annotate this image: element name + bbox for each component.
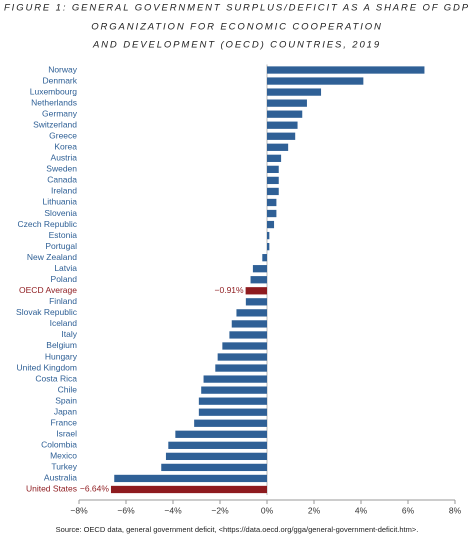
category-label: Spain	[55, 395, 77, 405]
bar	[203, 375, 267, 383]
bar	[267, 176, 279, 185]
category-label: Germany	[42, 108, 78, 118]
bar	[231, 320, 267, 328]
bar	[217, 353, 267, 361]
bar	[245, 287, 267, 295]
source-note: Source: OECD data, general government de…	[56, 525, 419, 534]
bar	[194, 419, 267, 427]
bar	[267, 66, 425, 74]
category-label: Poland	[51, 274, 78, 284]
category-label: Australia	[44, 473, 77, 483]
category-label: Ireland	[51, 186, 77, 196]
bar	[267, 187, 279, 196]
bar	[267, 231, 270, 240]
category-label: New Zealand	[27, 252, 77, 262]
bar	[110, 485, 268, 494]
bar	[267, 209, 277, 218]
bar	[236, 309, 267, 317]
category-label: Italy	[61, 329, 77, 339]
bar	[250, 276, 267, 284]
category-label: Lithuania	[42, 197, 77, 207]
category-label: Israel	[56, 429, 77, 439]
category-label: United Kingdom	[17, 362, 77, 372]
category-label: United States	[26, 484, 77, 494]
bar	[267, 132, 296, 140]
category-label: Netherlands	[31, 97, 77, 107]
category-label: OECD Average	[19, 285, 77, 295]
chart-title: AND DEVELOPMENT (OECD) COUNTRIES, 2019	[92, 40, 381, 51]
bar	[161, 463, 267, 472]
category-label: Iceland	[50, 318, 78, 328]
category-label: Norway	[48, 64, 78, 74]
category-label: Costa Rica	[35, 373, 77, 383]
bar	[267, 242, 270, 251]
bar	[165, 452, 267, 461]
category-label: Estonia	[49, 230, 78, 240]
category-label: Belgium	[46, 340, 77, 350]
value-label: −0.91%	[215, 285, 245, 295]
category-label: Switzerland	[33, 119, 77, 129]
category-label: France	[51, 418, 78, 428]
bar	[222, 342, 267, 350]
bar	[198, 408, 267, 416]
category-label: Hungary	[45, 351, 78, 361]
bar	[267, 121, 298, 129]
category-label: Luxembourg	[30, 86, 78, 96]
bar	[201, 386, 267, 394]
bar	[215, 364, 267, 372]
bar	[252, 265, 267, 273]
category-label: Greece	[49, 131, 77, 141]
bar	[267, 88, 322, 96]
x-tick-label: 8%	[449, 505, 462, 515]
category-label: Turkey	[51, 462, 77, 472]
category-label: Latvia	[54, 263, 77, 273]
bar	[267, 165, 279, 174]
category-label: Finland	[49, 296, 77, 306]
x-tick-label: −6%	[117, 505, 135, 515]
category-label: Korea	[54, 142, 77, 152]
bar	[114, 474, 267, 483]
category-label: Portugal	[45, 241, 77, 251]
bar	[229, 331, 267, 339]
x-tick-label: 6%	[402, 505, 415, 515]
bar	[267, 77, 364, 85]
chart-title: FIGURE 1: GENERAL GOVERNMENT SURPLUS/DEF…	[4, 3, 470, 14]
category-label: Sweden	[46, 164, 77, 174]
value-label: −6.64%	[80, 484, 110, 494]
category-label: Colombia	[41, 440, 77, 450]
bar	[267, 143, 289, 151]
bar	[267, 220, 275, 229]
bar	[198, 397, 267, 405]
bar	[267, 154, 282, 162]
category-label: Canada	[47, 175, 77, 185]
bar	[267, 110, 303, 118]
bar	[267, 198, 277, 207]
x-tick-label: −8%	[70, 505, 88, 515]
category-label: Slovenia	[44, 208, 77, 218]
chart-title: ORGANIZATION FOR ECONOMIC COOPERATION	[91, 22, 383, 33]
category-label: Denmark	[43, 75, 78, 85]
x-tick-label: 2%	[308, 505, 321, 515]
category-label: Mexico	[50, 451, 77, 461]
category-label: Chile	[58, 384, 78, 394]
bar	[267, 99, 307, 107]
bar	[245, 298, 267, 306]
category-label: Czech Republic	[17, 219, 77, 229]
x-tick-label: −4%	[164, 505, 182, 515]
x-tick-label: 4%	[355, 505, 368, 515]
category-label: Slovak Republic	[16, 307, 78, 317]
x-tick-label: −2%	[211, 505, 229, 515]
x-tick-label: 0%	[261, 505, 274, 515]
bar	[168, 441, 267, 449]
bar	[262, 254, 267, 262]
category-label: Japan	[54, 406, 77, 416]
bar	[175, 430, 267, 438]
category-label: Austria	[51, 153, 78, 163]
